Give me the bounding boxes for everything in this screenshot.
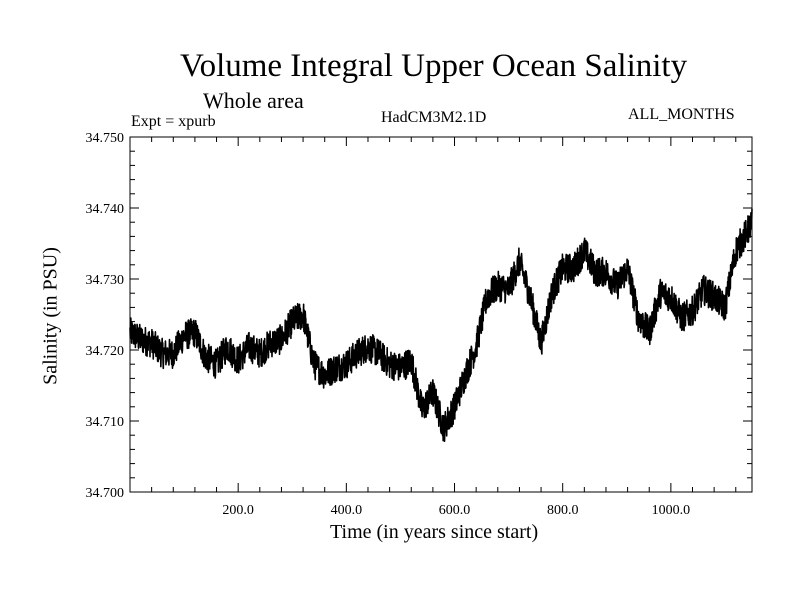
x-tick-label: 800.0 (547, 503, 579, 518)
model-label: HadCM3M2.1D (381, 109, 487, 126)
y-tick-label: 34.730 (86, 273, 125, 288)
y-tick-label: 34.710 (86, 415, 125, 430)
salinity-series-line (129, 208, 753, 442)
x-tick-label: 400.0 (331, 503, 363, 518)
x-tick-label: 600.0 (439, 503, 471, 518)
data-series (129, 208, 753, 442)
chart-title: Volume Integral Upper Ocean Salinity (180, 48, 688, 84)
x-axis-label: Time (in years since start) (330, 521, 539, 543)
months-label: ALL_MONTHS (628, 106, 735, 123)
x-tick-label: 1000.0 (652, 503, 691, 518)
y-tick-label: 34.720 (86, 344, 125, 359)
x-tick-label: 200.0 (222, 503, 254, 518)
tick-labels: 34.700 34.710 34.720 34.730 34.740 34.750 200.… (86, 131, 691, 518)
y-tick-label: 34.700 (86, 486, 125, 501)
plot-frame (129, 136, 753, 493)
axis-ticks (130, 136, 752, 493)
y-tick-label: 34.740 (86, 202, 125, 217)
experiment-label: Expt = xpurb (131, 113, 216, 130)
chart-subtitle: Whole area (203, 88, 304, 113)
y-tick-label: 34.750 (86, 131, 125, 146)
